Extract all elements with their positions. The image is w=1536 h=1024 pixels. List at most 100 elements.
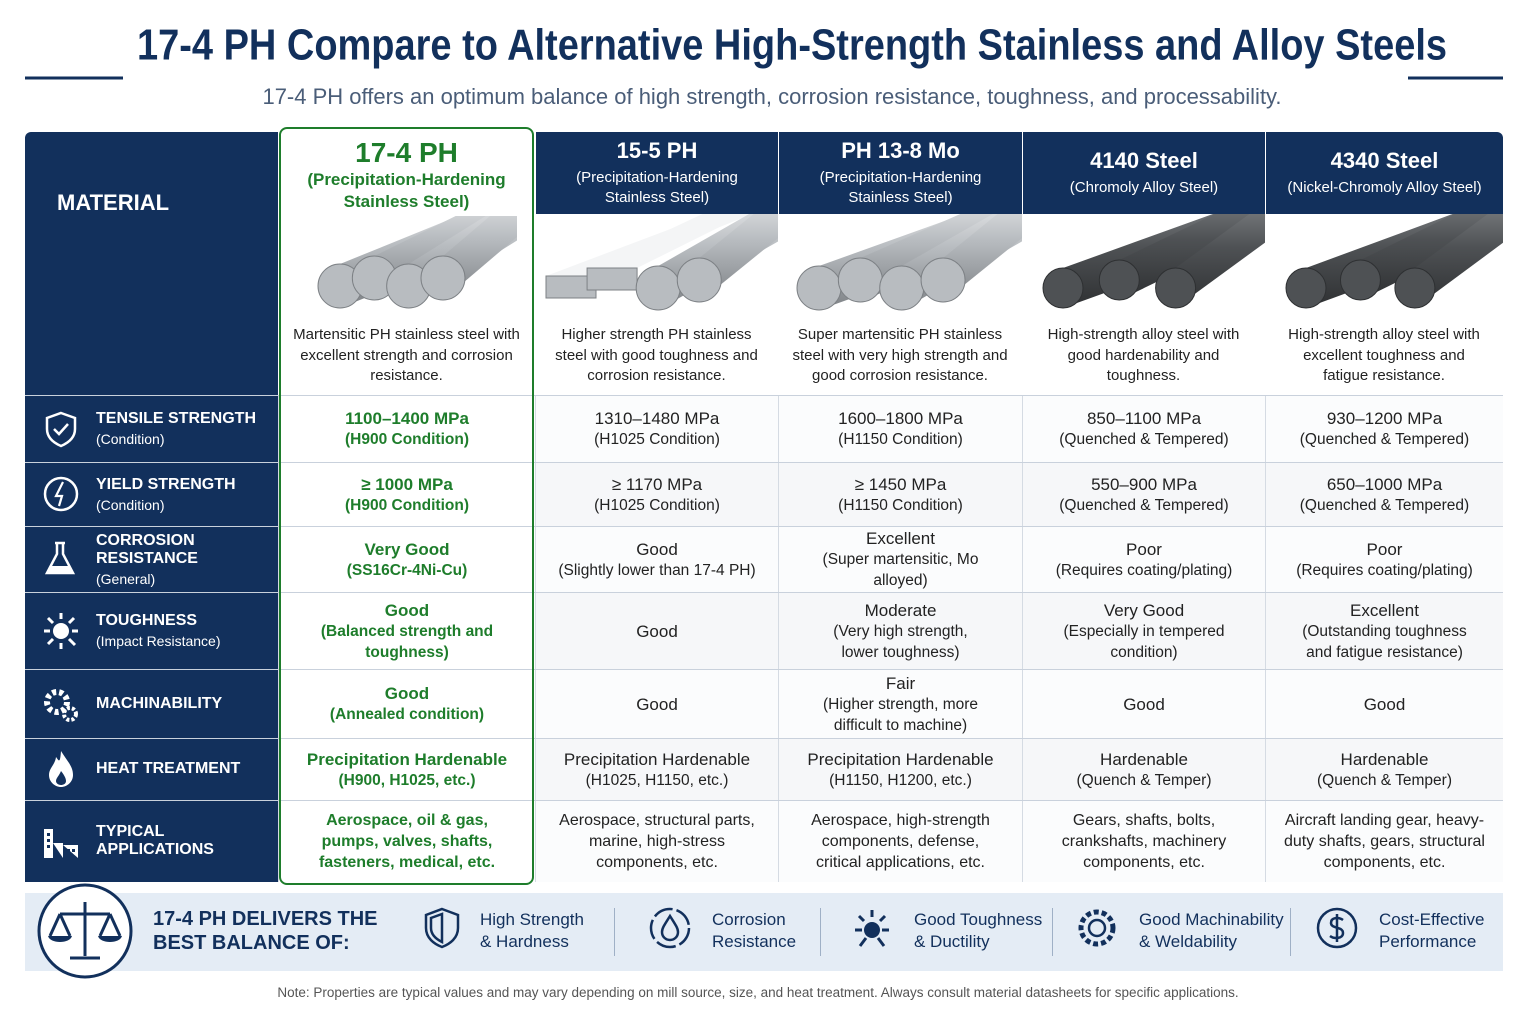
cell-note: (Requires coating/plating) (1296, 561, 1473, 579)
cell-value: Excellent (1350, 600, 1419, 620)
benefit-icon (1078, 909, 1116, 947)
table-cell: 550–900 MPa (Quenched & Tempered) (1022, 463, 1265, 526)
cell-value: 850–1100 MPa (1086, 409, 1202, 428)
cell-value: Excellent (866, 529, 935, 548)
row-label: TENSILE STRENGTH (Condition) (96, 395, 276, 462)
bar-end (586, 267, 638, 291)
row-divider (25, 395, 1503, 396)
material-image (796, 214, 1022, 311)
table-cell: Excellent (Outstanding toughness and fati… (1265, 593, 1503, 669)
icon (44, 541, 76, 575)
bar-body (587, 214, 746, 268)
icon (54, 481, 64, 507)
material-description: Higher strength PH stainless steel with … (555, 326, 758, 385)
cell-note: (Especially in tempered condition) (1063, 622, 1225, 661)
corner-label: MATERIAL (57, 190, 170, 215)
row-icon (49, 751, 73, 787)
title-bar: 17-4 PH Compare to Alternative High-Stre… (25, 21, 1503, 109)
row-icon (44, 612, 78, 649)
row-divider (25, 800, 1503, 801)
highlight-frame (279, 127, 534, 885)
banner-divider (1290, 908, 1291, 956)
cell-value: Aerospace, structural parts, marine, hig… (559, 812, 755, 871)
footnote: Note: Properties are typical values and … (277, 985, 1239, 1000)
banner-heading: 17-4 PH DELIVERS THE (153, 908, 378, 930)
property-name: TOUGHNESS (96, 612, 198, 629)
banner-emblem (37, 883, 133, 979)
table-cell: Good (Annealed condition) (278, 670, 535, 738)
cell-value: Hardenable (1340, 749, 1429, 769)
cell-note: (H1150 Condition) (838, 496, 963, 514)
benefit-text: Cost-Effective (1379, 910, 1485, 929)
icon (53, 422, 69, 436)
icon (858, 937, 868, 947)
benefit-text: & Ductility (914, 932, 990, 951)
cell-value: Aerospace, high-strength components, def… (811, 812, 990, 871)
cell-value: Good (636, 621, 678, 641)
row-label: MACHINABILITY (96, 669, 276, 738)
icon (649, 907, 691, 949)
row-divider (25, 669, 1503, 670)
material-description: High-strength alloy steel with good hard… (1047, 326, 1240, 385)
benefit-icon (1316, 907, 1358, 949)
cell-note: (Slightly lower than 17-4 PH) (558, 561, 756, 579)
cell-note: (H1025 Condition) (594, 496, 720, 514)
cell-note: (Quenched & Tempered) (1059, 431, 1229, 448)
icon (46, 616, 55, 624)
table-cell: Precipitation Hardenable (H900, H1025, et… (278, 739, 535, 800)
cell-value: ≥ 1170 MPa (611, 474, 703, 494)
material-description: High-strength alloy steel with excellent… (1288, 326, 1480, 385)
table-cell: ≥ 1170 MPa (H1025 Condition) (535, 463, 778, 526)
icon (1078, 909, 1116, 947)
cell-value: Aerospace, oil & gas, pumps, valves, sha… (318, 812, 496, 871)
table-cell: Aerospace, oil & gas, pumps, valves, sha… (278, 801, 535, 882)
row-icon (43, 476, 79, 512)
table-cell: Poor (Requires coating/plating) (1022, 527, 1265, 592)
benefit-text: Resistance (712, 932, 797, 951)
cell-value: Moderate (864, 600, 937, 620)
cell-note: (Outstanding toughness and fatigue resis… (1302, 622, 1467, 661)
cell-value: Poor (1126, 539, 1162, 559)
icon (67, 637, 77, 646)
cell-value: Hardenable (1100, 749, 1188, 769)
property-qualifier: (Impact Resistance) (96, 633, 221, 649)
cell-value: Good (636, 694, 678, 714)
table-cell: Precipitation Hardenable (H1025, H1150, e… (535, 739, 778, 800)
icon (47, 833, 50, 836)
icon (67, 849, 70, 852)
benefit-text: & Weldability (1139, 932, 1237, 951)
material-name: 4340 Steel (1330, 148, 1439, 173)
row-icon (44, 829, 78, 858)
property-name: TENSILE STRENGTH (96, 410, 257, 427)
table-cell: Hardenable (Quench & Temper) (1022, 739, 1265, 800)
bar-end (1285, 267, 1327, 309)
cell-note: (Annealed condition) (329, 706, 485, 723)
cell-note: (H1025, H1150, etc.) (585, 771, 729, 789)
material-class: (Precipitation-Hardening Stainless Steel… (819, 169, 982, 206)
table-cell: Good (1022, 670, 1265, 738)
row-label: HEAT TREATMENT (96, 738, 276, 800)
cell-value: Good (1123, 694, 1165, 714)
table-cell: ≥ 1450 MPa (H1150 Condition) (778, 463, 1022, 526)
material-heading: 17-4 PH (Precipitation-Hardening Stainles… (278, 136, 535, 214)
icon (1087, 918, 1107, 938)
bar-end (920, 257, 966, 303)
bar-end (796, 265, 842, 311)
material-description: Martensitic PH stainless steel with exce… (293, 326, 520, 385)
benefit-text: High Strength (480, 910, 584, 929)
benefit-text: Good Toughness (914, 910, 1043, 929)
material-name: 17-4 PH (355, 137, 458, 168)
title: 17-4 PH Compare to Alternative High-Stre… (137, 21, 1447, 70)
cell-value: 1600–1800 MPa (838, 409, 963, 428)
cell-value: 930–1200 MPa (1326, 409, 1443, 428)
property-name: HEAT TREATMENT (96, 760, 241, 777)
cell-note: (Super martensitic, Mo alloyed) (822, 551, 979, 589)
row-divider (25, 738, 1503, 739)
banner-divider (614, 908, 615, 956)
material-image (545, 214, 778, 311)
table-cell: Very Good (Especially in tempered conditi… (1022, 593, 1265, 669)
property-name: YIELD STRENGTH (96, 475, 236, 493)
cell-value: Fair (885, 673, 916, 693)
banner-divider (1052, 908, 1053, 956)
cell-note: (Quench & Temper) (1317, 771, 1452, 789)
